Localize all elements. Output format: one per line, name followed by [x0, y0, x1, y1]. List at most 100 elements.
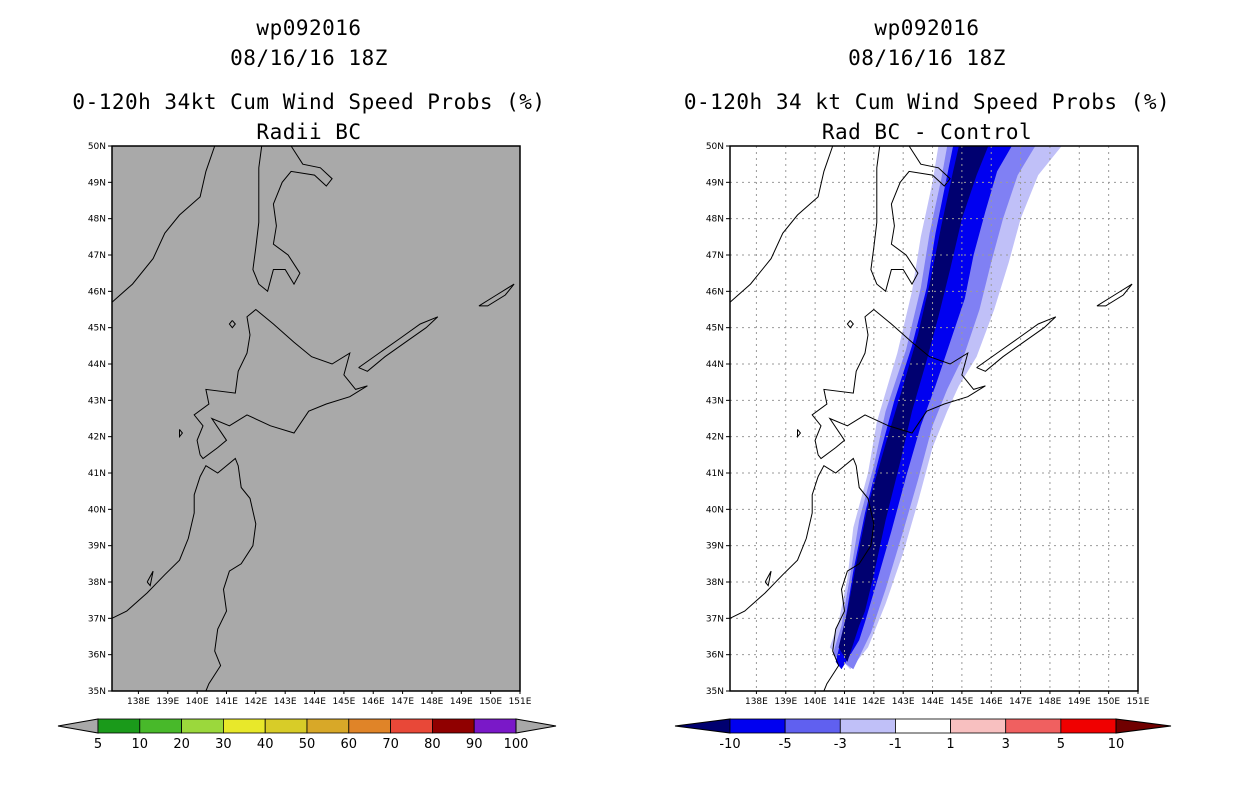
lon-label: 142E — [244, 697, 267, 707]
right-colorbar: -10 -5 -3 -1 1 3 5 10 — [674, 718, 1172, 752]
colorbar-label: 70 — [382, 737, 399, 752]
honshu-coast — [111, 457, 257, 692]
colorbar-arrow-low — [57, 718, 99, 734]
colorbar-swatch — [390, 718, 433, 734]
lat-label: 41N — [88, 469, 106, 479]
colorbar-swatch — [348, 718, 391, 734]
colorbar-label: 100 — [504, 737, 529, 752]
coastlines — [111, 145, 515, 692]
colorbar-label: 90 — [466, 737, 483, 752]
colorbar-swatch — [97, 718, 141, 734]
colorbar-label: -5 — [779, 737, 792, 752]
colorbar-swatch — [222, 718, 266, 734]
left-title-time: 08/16/16 18Z — [230, 46, 388, 70]
colorbar-swatch — [181, 718, 224, 734]
lon-label: 141E — [215, 697, 238, 707]
difference-field — [829, 146, 1062, 670]
lat-label: 37N — [88, 614, 106, 624]
lon-label: 141E — [833, 697, 856, 707]
lat-label: 44N — [706, 360, 724, 370]
colorbar-label: -1 — [889, 737, 902, 752]
sado-coast — [146, 570, 154, 587]
colorbar-swatch — [839, 718, 896, 734]
lon-label: 148E — [421, 697, 444, 707]
colorbar-label: 10 — [1108, 737, 1125, 752]
colorbar-label: 5 — [1057, 737, 1065, 752]
left-map-background — [112, 146, 520, 691]
lon-label: 149E — [1068, 697, 1091, 707]
lat-labels: 50N 49N 48N 47N 46N 45N 44N 43N 42N 41N 40N 39N 38N 3… — [88, 142, 112, 697]
lat-label: 38N — [706, 578, 724, 588]
lon-label: 151E — [1127, 697, 1150, 707]
lat-label: 46N — [88, 287, 106, 297]
left-map-area: 50N 49N 48N 47N 46N 45N 44N 43N 42N 41N 40N 39N 38N 3… — [88, 142, 532, 707]
colorbar-arrow-high — [1115, 718, 1172, 734]
coastlines — [729, 145, 1133, 692]
hokkaido-coast — [811, 308, 986, 460]
lon-label: 144E — [921, 697, 944, 707]
colorbar-label: 50 — [299, 737, 316, 752]
lon-label: 143E — [274, 697, 297, 707]
lon-label: 144E — [303, 697, 326, 707]
lon-label: 145E — [950, 697, 973, 707]
lat-labels: 50N 49N 48N 47N 46N 45N 44N 43N 42N 41N 40N 39N 38N 3… — [706, 142, 730, 697]
lon-label: 138E — [745, 697, 768, 707]
mainland-coast — [111, 145, 216, 303]
gridlines — [730, 146, 1138, 691]
lat-label: 45N — [706, 324, 724, 334]
left-title-product: 0-120h 34kt Cum Wind Speed Probs (%) — [72, 90, 546, 114]
honshu-coast — [729, 457, 875, 692]
okushiri-coast — [179, 429, 184, 439]
kuril-coast — [976, 316, 1057, 372]
right-title-product: 0-120h 34 kt Cum Wind Speed Probs (%) — [683, 90, 1171, 114]
left-title-sub: Radii BC — [256, 120, 362, 144]
colorbar-label: 80 — [424, 737, 441, 752]
colorbar-label: 20 — [173, 737, 190, 752]
colorbar-label: 60 — [341, 737, 358, 752]
lon-labels: 138E 139E 140E 141E 142E 143E 144E 145E 146E 147E… — [127, 691, 532, 707]
lat-label: 48N — [88, 215, 106, 225]
colorbar-arrow-low — [674, 718, 731, 734]
lat-label: 47N — [88, 251, 106, 261]
colorbar-swatch — [473, 718, 517, 734]
lat-label: 39N — [706, 542, 724, 552]
lat-label: 41N — [706, 469, 724, 479]
lat-label: 46N — [706, 287, 724, 297]
hokkaido-coast — [193, 308, 368, 460]
lon-label: 143E — [892, 697, 915, 707]
lat-label: 42N — [88, 433, 106, 443]
sado-coast — [764, 570, 772, 587]
lon-label: 138E — [127, 697, 150, 707]
lat-label: 40N — [706, 505, 724, 515]
sakhalin-coast — [870, 145, 951, 293]
colorbar-swatch — [1005, 718, 1062, 734]
colorbar-label: 1 — [946, 737, 954, 752]
lat-label: 48N — [706, 215, 724, 225]
right-title-time: 08/16/16 18Z — [848, 46, 1006, 70]
lat-label: 35N — [88, 687, 106, 697]
lat-label: 35N — [706, 687, 724, 697]
lat-label: 36N — [706, 651, 724, 661]
lat-label: 49N — [88, 178, 106, 188]
colorbar-swatch — [729, 718, 786, 734]
right-map: 50N 49N 48N 47N 46N 45N 44N 43N 42N 41N 40N 39N 38N 3… — [674, 142, 1172, 752]
colorbar-label: -3 — [834, 737, 847, 752]
lon-labels: 138E 139E 140E 141E 142E 143E 144E 145E 146E 147E… — [745, 691, 1150, 707]
lon-label: 149E — [450, 697, 473, 707]
urup-coast — [1096, 283, 1133, 307]
colorbar-label: -10 — [719, 737, 740, 752]
colorbar-arrow-high — [515, 718, 557, 734]
colorbar-swatch — [950, 718, 1007, 734]
colorbar-label: 30 — [215, 737, 232, 752]
lat-label: 50N — [88, 142, 106, 152]
lat-label: 36N — [88, 651, 106, 661]
colorbar-label: 10 — [132, 737, 149, 752]
left-map: 50N 49N 48N 47N 46N 45N 44N 43N 42N 41N 40N 39N 38N 3… — [57, 142, 557, 752]
colorbar-swatch — [784, 718, 841, 734]
lon-label: 150E — [1097, 697, 1120, 707]
lon-label: 147E — [391, 697, 414, 707]
lon-label: 139E — [774, 697, 797, 707]
kuril-coast — [358, 316, 439, 372]
lat-label: 47N — [706, 251, 724, 261]
lon-label: 151E — [509, 697, 532, 707]
